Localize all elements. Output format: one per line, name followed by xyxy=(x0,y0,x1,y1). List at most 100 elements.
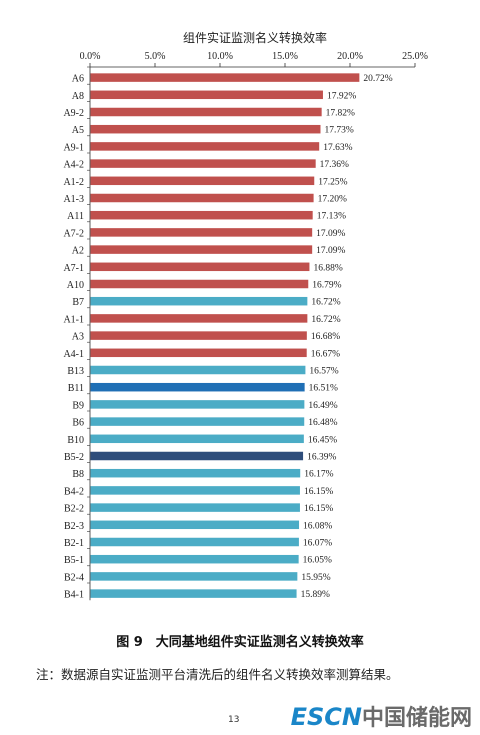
bar xyxy=(90,382,305,392)
data-label: 15.89% xyxy=(301,590,330,600)
data-label: 17.36% xyxy=(320,160,349,170)
category-label: B4-2 xyxy=(64,486,84,497)
bar xyxy=(90,589,297,598)
bar xyxy=(90,296,308,306)
category-label: A2 xyxy=(72,246,84,257)
data-label: 16.51% xyxy=(309,384,338,394)
category-label: A5 xyxy=(72,125,84,136)
data-label: 17.09% xyxy=(316,246,345,256)
category-label: A9-1 xyxy=(63,142,84,153)
chart-title: 组件实证监测名义转换效率 xyxy=(183,30,327,45)
bar xyxy=(90,503,300,512)
bar xyxy=(90,176,315,186)
data-label: 17.13% xyxy=(317,212,346,222)
x-tick-label: 0.0% xyxy=(80,51,101,62)
watermark-chinese: 中国储能网 xyxy=(361,706,472,731)
watermark-latin: ESCN xyxy=(290,703,362,731)
bar xyxy=(90,90,323,100)
data-label: 16.05% xyxy=(303,556,332,566)
category-label: A8 xyxy=(72,91,84,102)
category-label: B2-1 xyxy=(64,538,84,549)
x-tick-label: 25.0% xyxy=(402,51,428,62)
bar xyxy=(90,331,307,340)
category-label: B4-1 xyxy=(64,590,84,601)
bar xyxy=(90,73,360,82)
data-label: 17.63% xyxy=(323,143,352,153)
data-label: 16.07% xyxy=(303,539,332,549)
figure-note: 注：数据源自实证监测平台清洗后的组件名义转换效率测算结果。 xyxy=(36,667,399,682)
data-label: 16.49% xyxy=(308,401,337,411)
bar xyxy=(90,210,313,220)
bar xyxy=(90,228,313,237)
category-label: B5-2 xyxy=(64,452,84,463)
category-label: B7 xyxy=(72,297,84,308)
figure-caption: 图 9 大同基地组件实证监测名义转换效率 xyxy=(116,635,364,650)
x-tick-label: 5.0% xyxy=(145,51,166,62)
bar xyxy=(90,159,316,168)
data-label: 16.15% xyxy=(304,487,333,497)
bar xyxy=(90,468,301,478)
category-label: B2-4 xyxy=(64,572,84,583)
data-label: 16.72% xyxy=(311,298,340,308)
bar xyxy=(90,417,305,426)
bar xyxy=(90,520,300,530)
bar xyxy=(90,348,307,358)
category-label: A4-2 xyxy=(63,160,84,171)
category-label: A4-1 xyxy=(63,349,84,360)
data-label: 17.09% xyxy=(316,229,345,239)
category-label: A3 xyxy=(72,332,84,343)
data-label: 17.73% xyxy=(324,126,353,136)
category-label: A11 xyxy=(67,211,84,222)
category-label: A1-2 xyxy=(63,177,84,188)
data-label: 16.15% xyxy=(304,504,333,514)
category-label: A7-1 xyxy=(63,263,84,274)
data-label: 17.25% xyxy=(318,177,347,187)
data-label: 16.68% xyxy=(311,332,340,342)
data-label: 16.88% xyxy=(313,263,342,273)
data-label: 16.08% xyxy=(303,521,332,531)
data-label: 16.45% xyxy=(308,435,337,445)
category-label: A1-1 xyxy=(63,314,84,325)
category-label: B2-2 xyxy=(64,504,84,515)
data-label: 15.95% xyxy=(301,573,330,583)
data-label: 17.92% xyxy=(327,91,356,101)
watermark-logo: ESCN中国储能网 xyxy=(291,700,472,732)
x-tick-label: 20.0% xyxy=(337,51,363,62)
category-label: B13 xyxy=(67,366,84,377)
bar xyxy=(90,107,322,117)
category-label: A10 xyxy=(67,280,84,291)
page-number: 13 xyxy=(228,715,240,725)
x-tick-label: 10.0% xyxy=(207,51,233,62)
bar xyxy=(90,262,310,272)
data-label: 17.82% xyxy=(326,109,355,119)
category-label: A7-2 xyxy=(63,228,84,239)
data-label: 17.20% xyxy=(318,195,347,205)
bar xyxy=(90,434,304,444)
data-label: 16.39% xyxy=(307,453,336,463)
bar xyxy=(90,124,321,134)
bar xyxy=(90,537,299,547)
x-axis: 0.0% 5.0% 10.0% 15.0% 20.0% 25.0% A6 A8 A9-2 A5 A9… xyxy=(63,51,427,601)
category-label: A1-3 xyxy=(63,194,84,205)
bar xyxy=(90,142,320,151)
category-label: B5-1 xyxy=(64,555,84,566)
data-label: 16.17% xyxy=(304,470,333,480)
category-label: B2-3 xyxy=(64,521,84,532)
category-label: A9-2 xyxy=(63,108,84,119)
bar xyxy=(90,572,298,581)
bar xyxy=(90,400,305,409)
x-tick-label: 15.0% xyxy=(272,51,298,62)
category-label: B6 xyxy=(72,418,84,429)
bar xyxy=(90,554,299,564)
bar-chart: 组件实证监测名义转换效率 0.0% 5.0% 10.0% 15.0% 20.0% 25.0… xyxy=(63,30,427,601)
data-label: 16.48% xyxy=(308,418,337,428)
category-label: B10 xyxy=(67,435,84,446)
bars: 20.72% 17.92% 17.82% 17.73% 17.63% 17.36% 17.2… xyxy=(90,73,393,600)
bar xyxy=(90,486,300,495)
bar xyxy=(90,365,306,375)
category-label: B9 xyxy=(72,400,84,411)
bar xyxy=(90,314,308,323)
data-label: 20.72% xyxy=(363,74,392,84)
data-label: 16.72% xyxy=(311,315,340,325)
data-label: 16.57% xyxy=(309,367,338,377)
